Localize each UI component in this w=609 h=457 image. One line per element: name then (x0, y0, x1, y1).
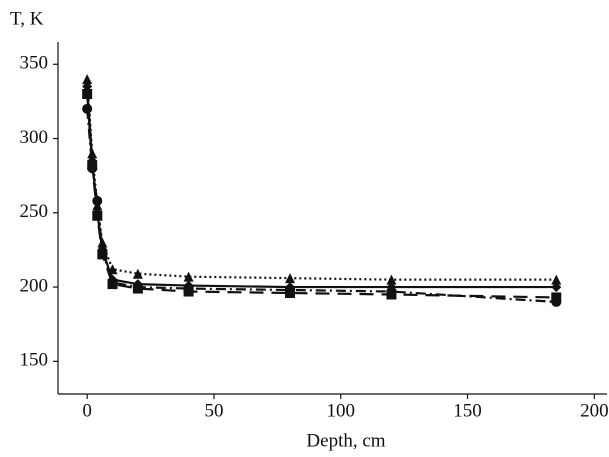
y-tick-label: 200 (20, 275, 49, 296)
y-tick-label: 350 (20, 53, 49, 74)
marker (551, 296, 562, 307)
series-line (86, 108, 557, 304)
marker (551, 282, 562, 293)
marker (551, 274, 562, 285)
marker (183, 271, 194, 282)
x-axis-label: Depth, cm (306, 430, 385, 451)
marker (386, 286, 397, 297)
x-tick-label: 0 (82, 400, 92, 421)
y-tick-label: 150 (20, 350, 49, 371)
series-line (86, 93, 557, 299)
y-axis-label: T, K (10, 8, 44, 29)
marker (107, 277, 118, 288)
x-tick-label: 100 (326, 400, 355, 421)
marker (92, 195, 103, 206)
marker (82, 74, 93, 85)
x-tick-label: 200 (580, 400, 609, 421)
marker (97, 246, 108, 257)
y-tick-label: 250 (20, 201, 49, 222)
marker (132, 282, 143, 293)
series-line (86, 86, 557, 289)
marker (82, 88, 93, 99)
marker (386, 274, 397, 285)
series-line (86, 79, 557, 281)
x-tick-label: 50 (204, 400, 223, 421)
marker (183, 283, 194, 294)
marker (92, 210, 103, 221)
marker (132, 268, 143, 279)
marker (82, 103, 93, 114)
marker (285, 285, 296, 296)
x-tick-label: 150 (453, 400, 482, 421)
marker (87, 163, 98, 174)
marker (285, 273, 296, 284)
y-tick-label: 300 (20, 127, 49, 148)
